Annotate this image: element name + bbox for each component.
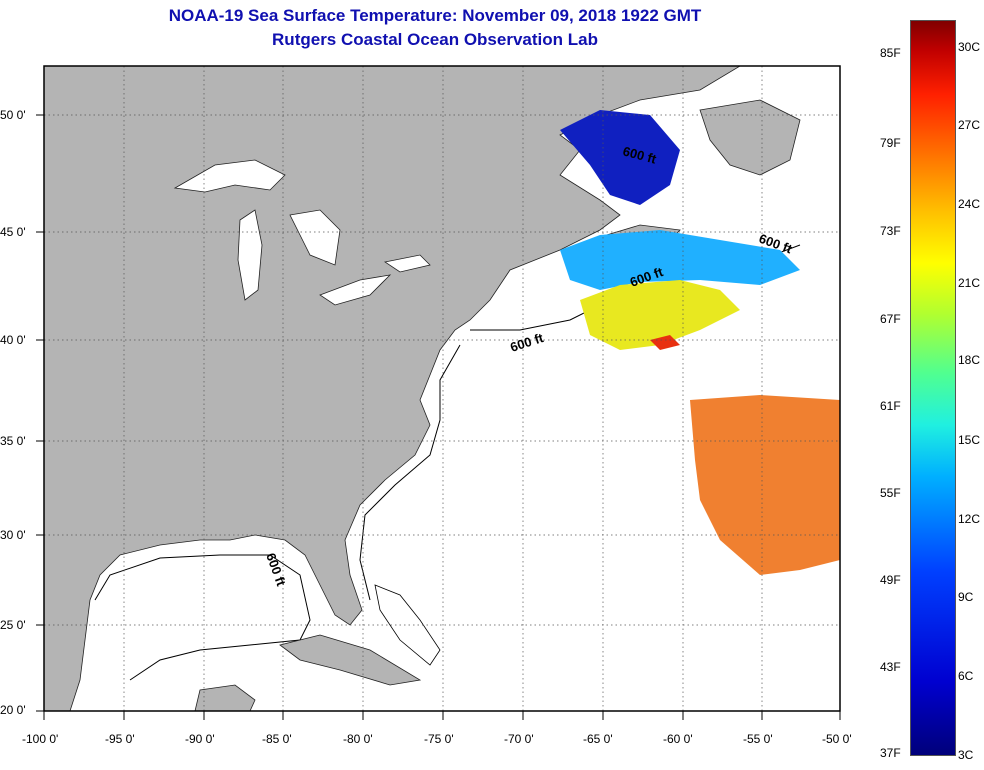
colorbar-f-label: 79F xyxy=(880,136,901,150)
colorbar-c-label: 9C xyxy=(958,590,974,604)
sst-gulf-maine xyxy=(560,230,800,290)
colorbar-c-label: 12C xyxy=(958,512,981,526)
lon-label: -60 0' xyxy=(663,732,693,746)
lon-label: -70 0' xyxy=(504,732,534,746)
map-subtitle: Rutgers Coastal Ocean Observation Lab xyxy=(272,30,598,49)
colorbar-f-label: 61F xyxy=(880,399,901,413)
sst-shelf-warm xyxy=(580,280,740,350)
lon-label: -80 0' xyxy=(343,732,373,746)
land-cuba xyxy=(279,634,422,686)
bahamas-shelf xyxy=(374,584,441,666)
map-frame xyxy=(43,65,841,712)
land-newfoundland xyxy=(699,99,801,176)
colorbar-c-label: 30C xyxy=(958,40,981,54)
colorbar-f-label: 49F xyxy=(880,573,901,587)
colorbar-f-label: 85F xyxy=(880,46,901,60)
temperature-colorbar xyxy=(910,20,956,756)
colorbar-c-label: 18C xyxy=(958,353,981,367)
colorbar-f-label: 67F xyxy=(880,312,901,326)
lon-label: -55 0' xyxy=(743,732,773,746)
lat-label: 45 0' xyxy=(0,225,26,239)
lat-label: 40 0' xyxy=(0,333,26,347)
colorbar-c-label: 21C xyxy=(958,276,981,290)
colorbar-c-label: 6C xyxy=(958,669,974,683)
colorbar-c-label: 3C xyxy=(958,748,974,762)
sst-south-atlantic xyxy=(690,395,840,575)
colorbar-f-label: 55F xyxy=(880,486,901,500)
colorbar-f-label: 73F xyxy=(880,224,901,238)
lat-label: 50 0' xyxy=(0,108,26,122)
lat-label: 25 0' xyxy=(0,618,26,632)
great-lakes xyxy=(173,159,431,306)
lat-label: 30 0' xyxy=(0,528,26,542)
colorbar-f-label: 37F xyxy=(880,746,901,760)
colorbar-f-label: 43F xyxy=(880,660,901,674)
lon-label: -85 0' xyxy=(262,732,292,746)
lon-label: -75 0' xyxy=(424,732,454,746)
gulf-shelf-contour xyxy=(94,554,311,681)
colorbar-c-label: 27C xyxy=(958,118,981,132)
sst-gulf-st-lawrence xyxy=(560,110,680,205)
map-ticks xyxy=(36,114,841,720)
colorbar-c-label: 24C xyxy=(958,197,981,211)
colorbar-c-label: 15C xyxy=(958,433,981,447)
lat-label: 20 0' xyxy=(0,703,26,717)
lon-label: -95 0' xyxy=(105,732,135,746)
lat-label: 35 0' xyxy=(0,434,26,448)
land-yucatan xyxy=(194,684,256,711)
lon-label: -50 0' xyxy=(822,732,852,746)
land-north-america xyxy=(44,66,741,711)
lon-label: -90 0' xyxy=(185,732,215,746)
map-title: NOAA-19 Sea Surface Temperature: Novembe… xyxy=(168,6,702,25)
lon-label: -65 0' xyxy=(583,732,613,746)
sst-gulf-stream-warm xyxy=(650,335,680,350)
lon-label: -100 0' xyxy=(22,732,59,746)
